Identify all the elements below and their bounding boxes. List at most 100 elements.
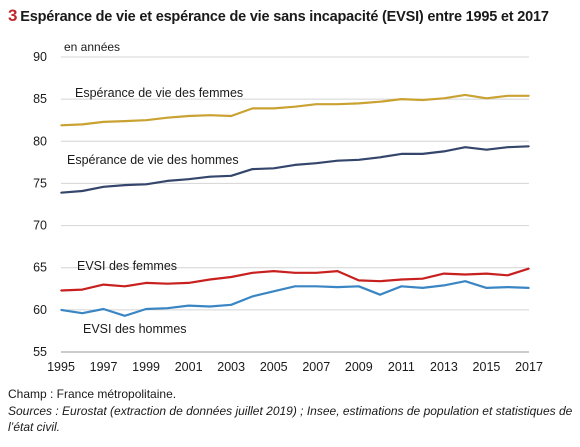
series-1-point-2002 xyxy=(209,114,211,116)
series-4-point-2010 xyxy=(379,293,381,296)
series-4-point-2003 xyxy=(230,304,232,306)
series-2-point-2014 xyxy=(464,146,466,148)
series-4-point-1998 xyxy=(124,314,126,317)
series-1-point-1999 xyxy=(145,119,147,122)
series-3-point-2007 xyxy=(315,271,318,274)
series-lines xyxy=(60,93,530,317)
series-4-point-2005 xyxy=(272,290,275,293)
series-2-label: Espérance de vie des hommes xyxy=(67,153,239,167)
y-tick-label-55: 55 xyxy=(33,345,47,359)
gridlines xyxy=(61,56,529,353)
y-tick-label-90: 90 xyxy=(33,50,47,64)
series-1-point-2009 xyxy=(358,102,360,105)
series-1-point-2001 xyxy=(187,115,190,117)
series-1-point-2003 xyxy=(230,115,232,117)
series-3-point-1997 xyxy=(102,283,105,286)
series-1-point-2006 xyxy=(294,105,296,108)
series-3-point-2006 xyxy=(294,271,296,274)
series-1-point-1998 xyxy=(124,120,126,122)
series-3-point-2002 xyxy=(209,278,211,281)
x-tick-label-1995: 1995 xyxy=(47,360,75,374)
series-4-point-2000 xyxy=(166,307,169,309)
series-2-point-2011 xyxy=(400,153,403,155)
y-tick-label-85: 85 xyxy=(33,92,47,106)
x-tick-label-2007: 2007 xyxy=(302,360,330,374)
series-3-point-2004 xyxy=(251,271,254,274)
series-3-point-2003 xyxy=(230,276,232,278)
series-2-point-1997 xyxy=(102,186,105,188)
series-2-point-2015 xyxy=(485,148,488,151)
series-3-point-1995 xyxy=(60,289,62,292)
y-tick-label-65: 65 xyxy=(33,261,47,275)
series-3-point-2014 xyxy=(464,273,466,276)
series-4-point-2017 xyxy=(528,287,530,289)
series-1-point-2013 xyxy=(443,97,445,100)
x-tick-label-2003: 2003 xyxy=(217,360,245,374)
figure-number: 3 xyxy=(8,6,18,25)
y-tick-label-80: 80 xyxy=(33,134,47,148)
chart-title-text: Espérance de vie et espérance de vie san… xyxy=(20,9,549,25)
scope-note: Champ : France métropolitaine. xyxy=(8,387,177,401)
series-3-point-1996 xyxy=(81,288,84,291)
series-3-point-2010 xyxy=(379,280,381,283)
sources-note: Sources : Eurostat (extraction de donnée… xyxy=(8,404,573,434)
series-4-point-2013 xyxy=(443,284,445,287)
series-1-point-1995 xyxy=(60,124,62,127)
series-2-point-2012 xyxy=(421,153,424,155)
series-1-point-2004 xyxy=(251,107,254,110)
series-4-label: EVSI des hommes xyxy=(83,322,187,336)
series-1-point-2017 xyxy=(528,94,530,97)
series-2-point-2000 xyxy=(166,180,169,182)
x-tick-label-1997: 1997 xyxy=(90,360,118,374)
line-chart: 55 60 65 70 75 80 85 90 1995 1997 1999 2001 2003 200… xyxy=(33,50,543,374)
x-tick-label-2017: 2017 xyxy=(515,360,543,374)
series-2-point-2009 xyxy=(358,159,360,161)
x-tick-label-2009: 2009 xyxy=(345,360,373,374)
y-axis-unit-label: en années xyxy=(64,40,121,54)
series-2-point-1995 xyxy=(60,191,62,194)
x-tick-label-2015: 2015 xyxy=(473,360,501,374)
series-3-point-2012 xyxy=(421,277,424,280)
y-tick-label-70: 70 xyxy=(33,219,47,233)
x-tick-label-2005: 2005 xyxy=(260,360,288,374)
series-3-point-2011 xyxy=(400,278,403,281)
series-4-point-2012 xyxy=(421,287,424,289)
series-1-point-2008 xyxy=(336,103,339,105)
series-1-label: Espérance de vie des femmes xyxy=(75,86,243,100)
series-1-point-2007 xyxy=(315,103,318,105)
series-2-point-2003 xyxy=(230,175,232,177)
x-tick-label-2011: 2011 xyxy=(388,360,415,374)
series-1-point-2015 xyxy=(485,97,488,100)
series-4-point-1999 xyxy=(145,308,147,310)
series-2-point-2016 xyxy=(506,146,509,148)
x-axis-ticks: 1995 1997 1999 2001 2003 2005 2007 2009 2011 2013… xyxy=(47,360,543,374)
series-labels: Espérance de vie des femmes Espérance de … xyxy=(67,86,243,336)
y-axis-ticks: 55 60 65 70 75 80 85 90 xyxy=(33,50,47,359)
series-4-point-2001 xyxy=(187,304,190,307)
series-3-point-2015 xyxy=(485,272,488,275)
series-4-point-2014 xyxy=(464,280,466,283)
series-3-point-2013 xyxy=(443,272,445,275)
series-1-point-1997 xyxy=(102,121,105,123)
series-4-point-2002 xyxy=(209,305,211,308)
series-4-point-2016 xyxy=(506,286,509,288)
series-2-point-2017 xyxy=(528,145,530,148)
series-4-point-1996 xyxy=(81,312,84,315)
series-1-point-2011 xyxy=(400,98,403,100)
series-2-point-2008 xyxy=(336,159,339,162)
series-2-point-2010 xyxy=(379,156,381,159)
series-2-point-2013 xyxy=(443,150,445,153)
series-4-point-2009 xyxy=(358,285,360,288)
series-2-point-2005 xyxy=(272,167,275,170)
series-4-point-2006 xyxy=(294,285,296,288)
x-tick-label-1999: 1999 xyxy=(132,360,160,374)
series-3-point-2017 xyxy=(528,267,530,270)
series-3-point-1998 xyxy=(124,285,126,288)
series-4-point-2011 xyxy=(400,285,403,288)
series-3-label: EVSI des femmes xyxy=(77,259,177,273)
series-2-point-2007 xyxy=(315,162,318,164)
x-tick-label-2013: 2013 xyxy=(430,360,458,374)
series-1-point-2010 xyxy=(379,100,381,103)
chart-title: 3 Espérance de vie et espérance de vie sa… xyxy=(8,6,549,26)
series-4-point-2004 xyxy=(251,295,254,298)
